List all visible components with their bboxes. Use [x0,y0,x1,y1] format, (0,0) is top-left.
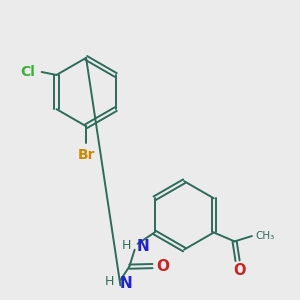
Text: H: H [104,275,114,288]
Text: Cl: Cl [20,65,35,79]
Text: O: O [233,263,245,278]
Text: Br: Br [77,148,95,162]
Text: N: N [120,275,133,290]
Text: O: O [156,259,169,274]
Text: N: N [137,239,149,254]
Text: CH₃: CH₃ [255,231,274,241]
Text: H: H [122,239,131,252]
